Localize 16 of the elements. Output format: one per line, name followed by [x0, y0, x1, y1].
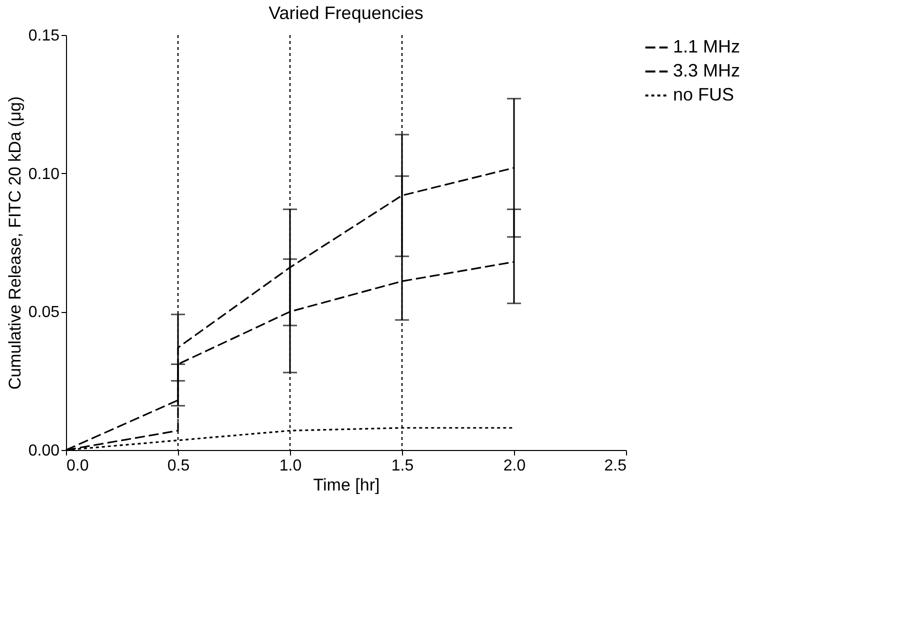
x-tick-label: 1.5	[391, 458, 414, 474]
x-tick-label: 1.0	[279, 458, 302, 474]
y-tick-label: 0.15	[28, 28, 60, 44]
x-tick-label: 2.5	[604, 458, 627, 474]
legend-label: 3.3 MHz	[673, 60, 740, 80]
legend-label: no FUS	[673, 84, 734, 104]
x-tick-label: 0.0	[66, 458, 89, 474]
legend-label: 1.1 MHz	[673, 36, 740, 56]
x-axis-title: Time [hr]	[313, 476, 380, 494]
y-axis-title: Cumulative Release, FITC 20 kDa (μg)	[5, 96, 24, 390]
x-tick-label: 2.0	[503, 458, 526, 474]
y-tick-label: 0.10	[28, 166, 60, 183]
chart-title: Varied Frequencies	[268, 3, 424, 23]
y-tick-label: 0.05	[28, 304, 60, 322]
y-tick-label: 0.00	[28, 442, 60, 460]
x-tick-label: 0.5	[167, 458, 190, 474]
